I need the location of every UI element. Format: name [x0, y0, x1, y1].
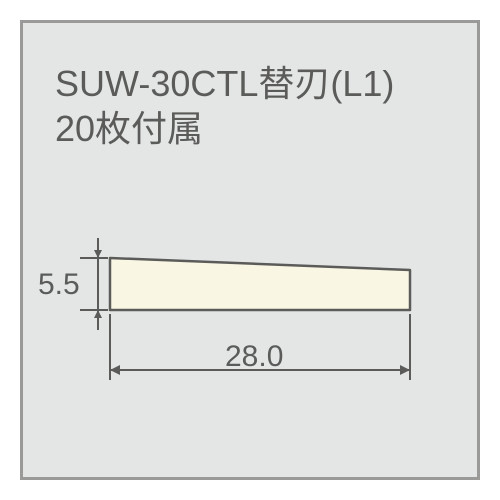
dimension-width-label: 28.0 — [225, 340, 283, 374]
dimension-height-label: 5.5 — [38, 268, 80, 302]
technical-drawing — [20, 20, 480, 480]
diagram-canvas: SUW-30CTL替刃(L1) 20枚付属 5.5 28.0 — [0, 0, 500, 500]
